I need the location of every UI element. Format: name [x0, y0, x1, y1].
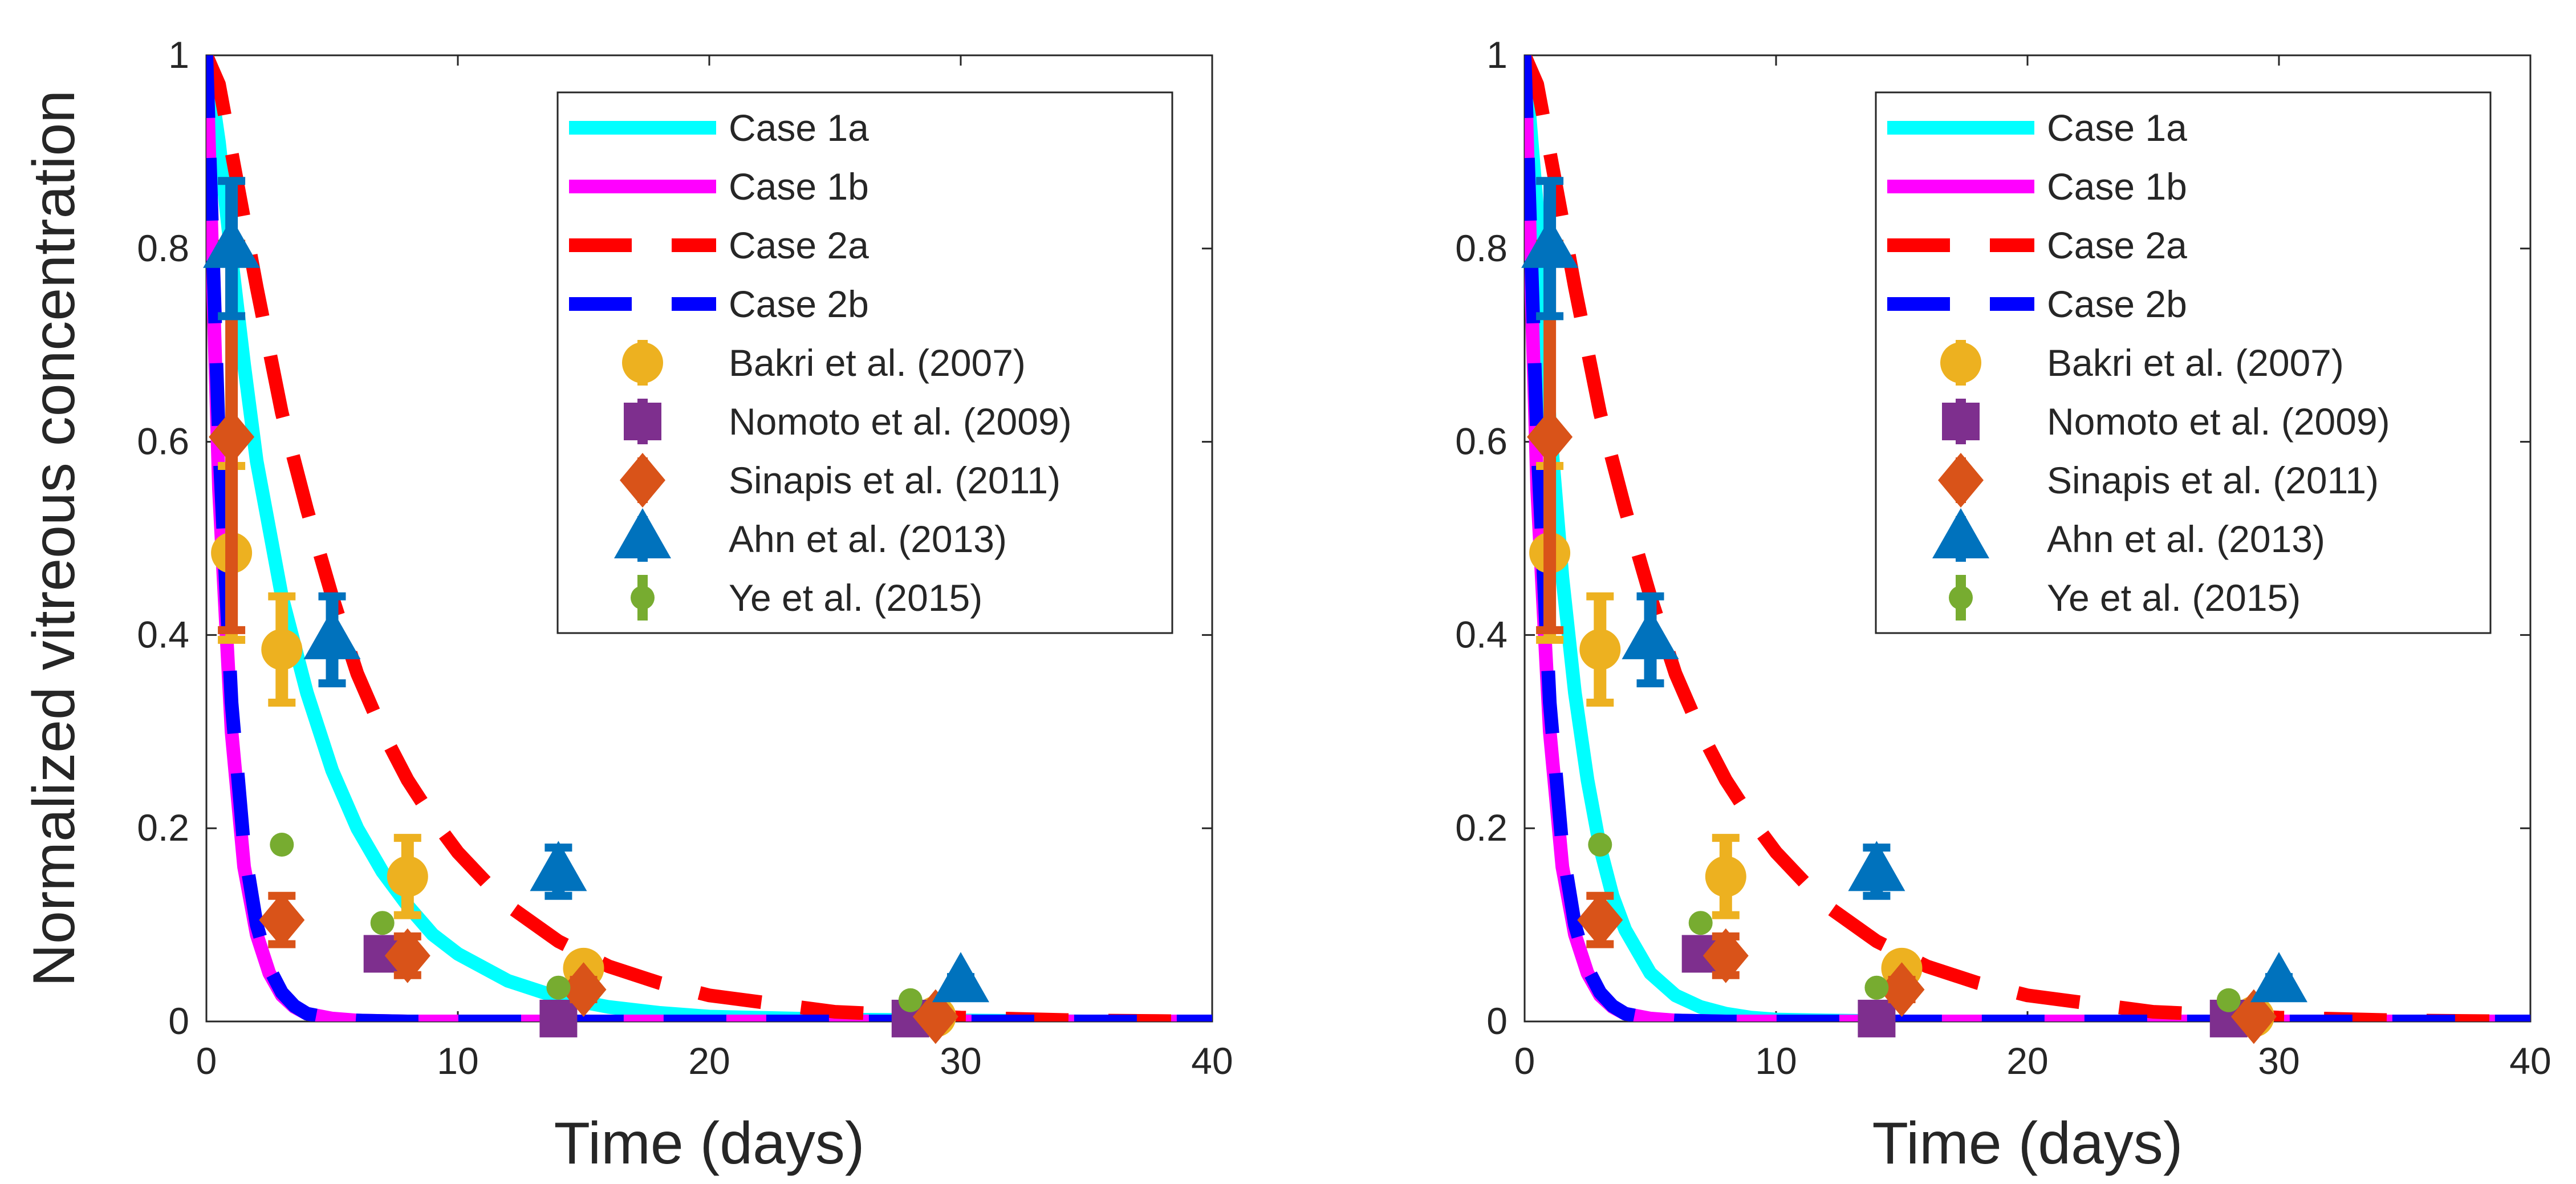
data-point-6 — [560, 962, 607, 1017]
data-point-7 — [1848, 841, 1905, 891]
data-point-8 — [370, 911, 395, 935]
legend-label: Case 1a — [2047, 107, 2187, 149]
data-point-4 — [1579, 629, 1621, 670]
data-point-4 — [261, 629, 303, 670]
legend-marker — [1949, 586, 1973, 610]
x-tick-label: 20 — [688, 1040, 730, 1082]
data-point-8 — [898, 988, 923, 1012]
legend-marker — [614, 508, 671, 558]
data-point-6 — [259, 893, 305, 948]
data-point-7 — [530, 841, 587, 891]
data-point-4 — [1705, 855, 1746, 897]
data-point-6 — [2230, 989, 2277, 1044]
data-point-8 — [1688, 911, 1713, 935]
data-point-8 — [270, 832, 294, 857]
data-point-7 — [1622, 609, 1679, 659]
legend-label: Nomoto et al. (2009) — [729, 400, 1072, 443]
y-tick-label: 0.6 — [137, 420, 189, 463]
legend-label: Case 2b — [2047, 283, 2187, 325]
series-line-3 — [206, 55, 1212, 1021]
legend-label: Sinapis et al. (2011) — [729, 459, 1061, 501]
legend-label: Case 1b — [2047, 165, 2187, 208]
legend-label: Case 2a — [2047, 224, 2187, 266]
data-point-7 — [932, 952, 989, 1003]
x-axis-label: Time (days) — [1872, 1110, 2183, 1177]
y-axis-label: Normalized vitreous concentration — [21, 90, 87, 987]
legend-marker — [631, 586, 655, 610]
x-tick-label: 40 — [1191, 1040, 1233, 1082]
data-point-6 — [209, 409, 255, 465]
legend-marker — [622, 342, 663, 383]
legend-label: Case 1b — [729, 165, 869, 208]
legend-marker — [624, 403, 661, 440]
legend-label: Bakri et al. (2007) — [2047, 342, 2344, 384]
x-tick-label: 40 — [2509, 1040, 2551, 1082]
data-point-8 — [2216, 988, 2241, 1012]
legend-label: Ye et al. (2015) — [2047, 577, 2301, 619]
legend-label: Case 2b — [729, 283, 869, 325]
x-tick-label: 20 — [2006, 1040, 2048, 1082]
data-point-6 — [912, 989, 958, 1044]
y-tick-label: 0.6 — [1455, 420, 1508, 463]
data-point-7 — [203, 217, 261, 268]
legend-marker — [1940, 342, 1981, 383]
data-point-8 — [1864, 975, 1889, 1000]
y-tick-label: 1 — [1486, 34, 1508, 76]
data-point-6 — [1577, 893, 1623, 948]
legend-marker — [620, 453, 665, 508]
series-line-3 — [1525, 55, 2530, 1021]
legend-marker — [1932, 508, 1989, 558]
x-tick-label: 0 — [1514, 1040, 1535, 1082]
x-axis-label: Time (days) — [554, 1110, 864, 1177]
data-point-6 — [384, 928, 430, 983]
data-point-8 — [1588, 832, 1612, 857]
y-tick-label: 0.2 — [137, 806, 189, 849]
y-tick-label: 0.4 — [137, 613, 189, 655]
legend-label: Bakri et al. (2007) — [729, 342, 1026, 384]
legend-label: Ahn et al. (2013) — [2047, 518, 2325, 560]
data-point-7 — [2250, 952, 2307, 1003]
data-point-6 — [1703, 928, 1749, 983]
y-tick-label: 0 — [168, 1000, 189, 1042]
x-tick-label: 0 — [196, 1040, 217, 1082]
data-point-8 — [546, 975, 571, 1000]
data-point-5 — [539, 999, 578, 1037]
legend-label: Ye et al. (2015) — [729, 577, 982, 619]
x-tick-label: 30 — [2258, 1040, 2299, 1082]
data-point-4 — [387, 855, 428, 897]
legend: Case 1a Case 1b Case 2a Case 2b Bakri et al.… — [556, 91, 1173, 634]
legend-marker — [1938, 453, 1984, 508]
y-tick-label: 1 — [168, 34, 189, 76]
legend-label: Sinapis et al. (2011) — [2047, 459, 2379, 501]
y-tick-label: 0.8 — [137, 227, 189, 269]
chart-panel-2: 0 10 20 30 40 0 0.2 0.4 0.6 0.8 1 Time (days) Case 1… — [1455, 34, 2551, 1177]
legend: Case 1a Case 1b Case 2a Case 2b Bakri et al.… — [1875, 91, 2492, 634]
x-tick-label: 10 — [1755, 1040, 1797, 1082]
data-point-7 — [1521, 217, 1579, 268]
x-tick-label: 30 — [940, 1040, 981, 1082]
x-tick-label: 10 — [437, 1040, 478, 1082]
legend-label: Case 1a — [729, 107, 869, 149]
y-tick-label: 0.2 — [1455, 806, 1508, 849]
legend-marker — [1942, 403, 1980, 440]
data-point-6 — [1879, 962, 1925, 1017]
legend-label: Nomoto et al. (2009) — [2047, 400, 2390, 443]
chart-panel-1: 0 10 20 30 40 0 0.2 0.4 0.6 0.8 1 Time (days) Normal… — [21, 34, 1233, 1177]
plot-area — [206, 55, 1212, 1021]
y-tick-label: 0.4 — [1455, 613, 1508, 655]
data-point-7 — [303, 609, 361, 659]
data-point-6 — [1527, 409, 1573, 465]
legend-label: Case 2a — [729, 224, 869, 266]
data-point-5 — [1858, 999, 1896, 1037]
y-tick-label: 0 — [1486, 1000, 1508, 1042]
legend-label: Ahn et al. (2013) — [729, 518, 1007, 560]
y-tick-label: 0.8 — [1455, 227, 1508, 269]
